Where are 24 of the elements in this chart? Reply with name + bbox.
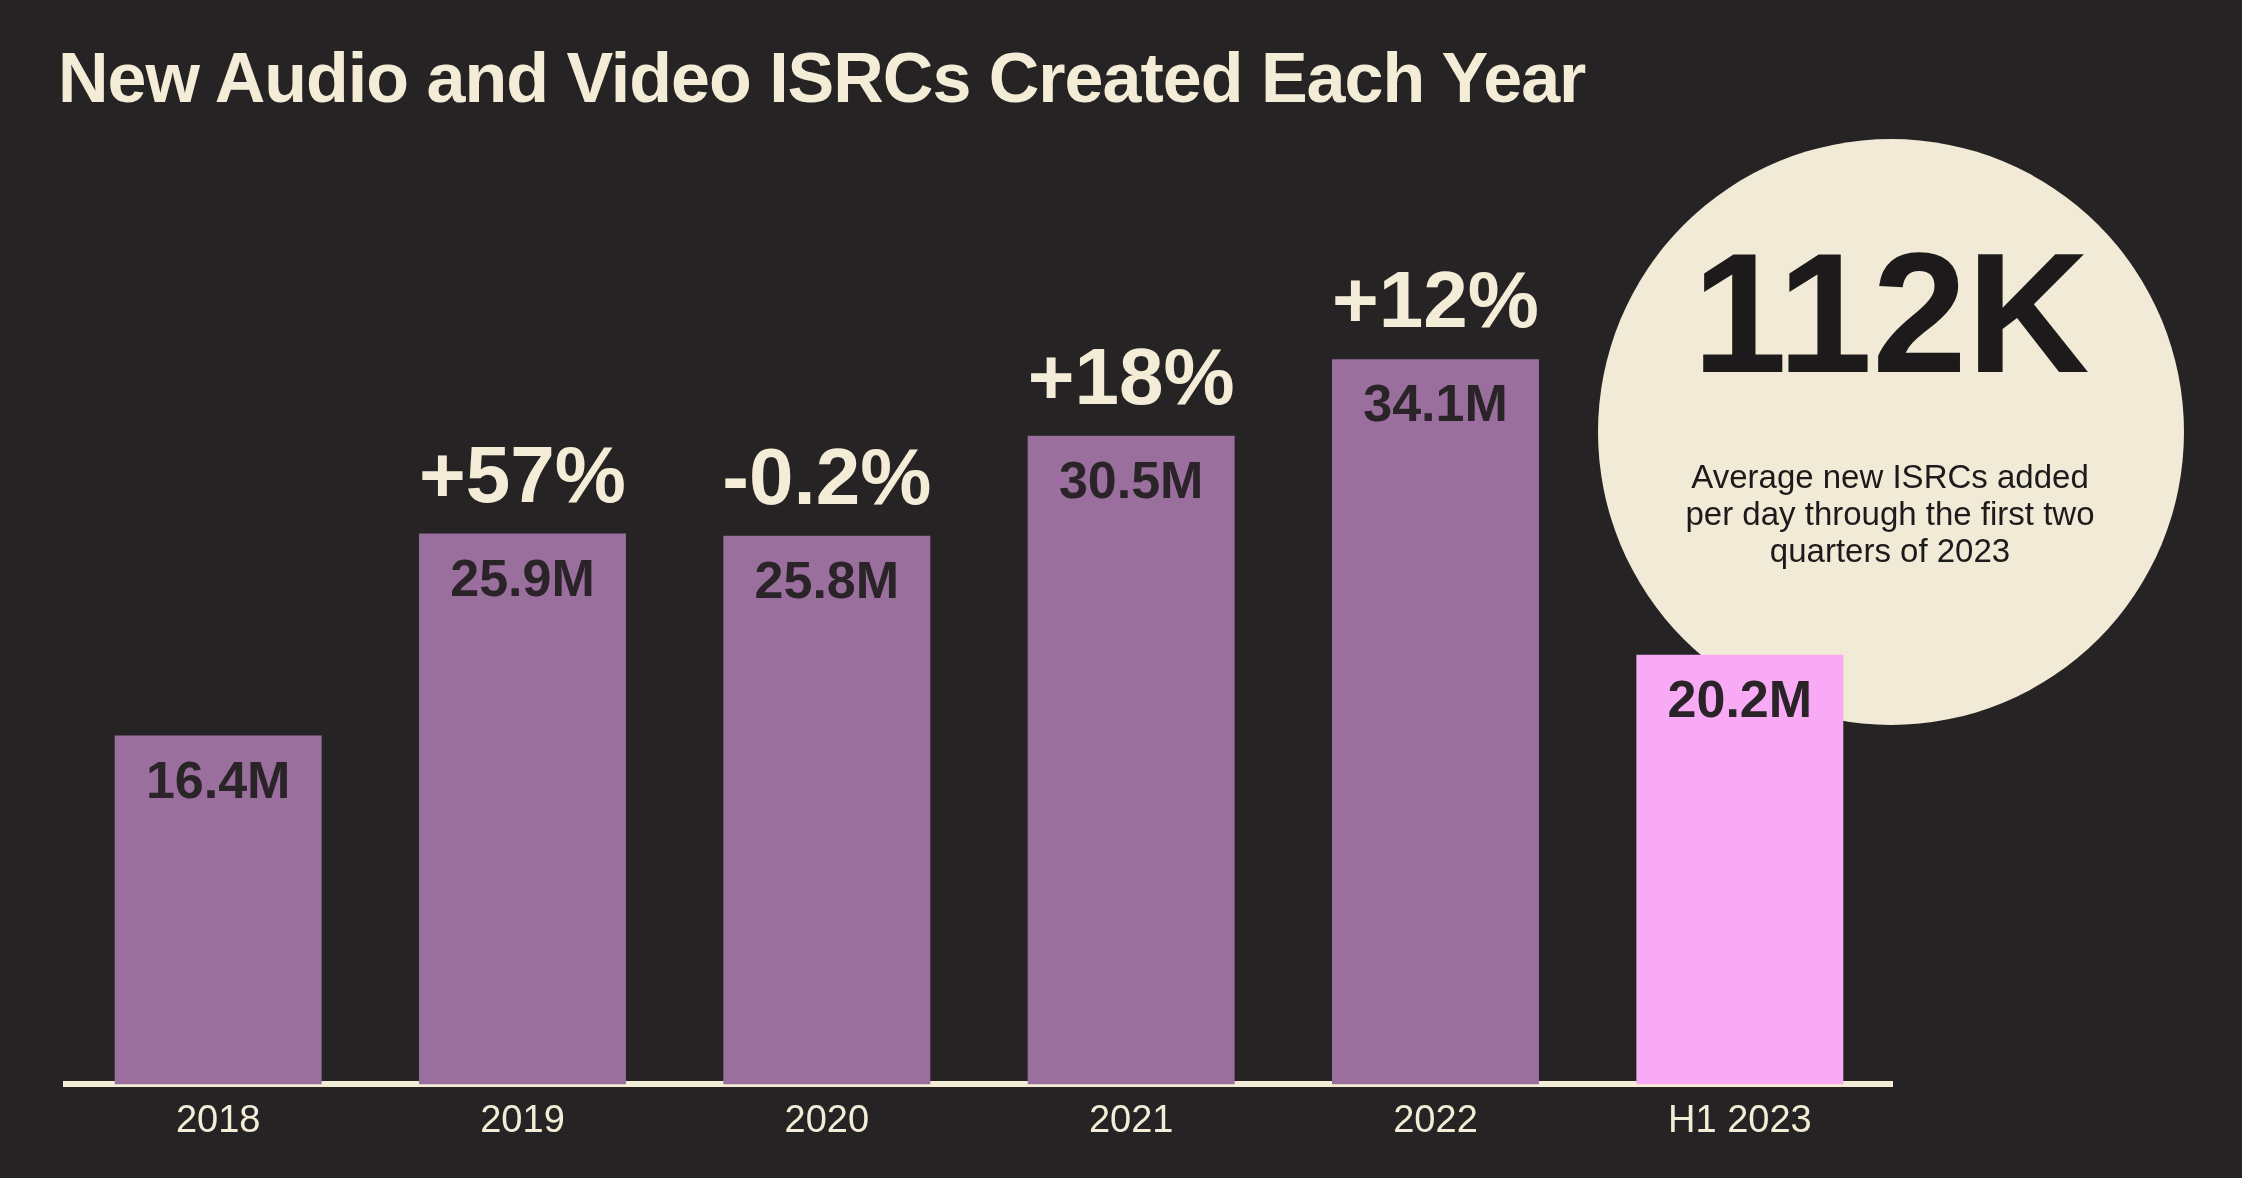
data-label: 34.1M <box>1363 374 1508 433</box>
bar <box>419 533 626 1085</box>
data-label: 25.8M <box>754 551 900 610</box>
x-tick-label: H1 2023 <box>1668 1097 1812 1140</box>
annotation: Average new ISRCs added per day through the first two quarters of 2023 <box>1684 458 2096 569</box>
bar <box>114 735 322 1085</box>
x-tick-label: 2020 <box>784 1097 870 1140</box>
chart-title: New Audio and Video ISRCs Created Each Year <box>58 38 1586 118</box>
annotation: 112K <box>1691 217 2091 410</box>
bar <box>1027 435 1235 1085</box>
data-label: 25.9M <box>450 548 595 607</box>
bar <box>1332 359 1539 1085</box>
data-label: 20.2M <box>1667 670 1813 729</box>
data-label: 16.4M <box>145 750 291 809</box>
x-tick-label: 2021 <box>1088 1097 1174 1140</box>
x-tick-label: 2019 <box>480 1097 565 1140</box>
bar <box>723 535 931 1085</box>
annotation: +12% <box>1332 255 1539 345</box>
annotation: -0.2% <box>722 431 932 521</box>
x-tick-label: 2018 <box>175 1097 261 1140</box>
annotation: +57% <box>419 429 626 519</box>
x-tick-label: 2022 <box>1393 1097 1478 1140</box>
data-label: 30.5M <box>1058 451 1204 510</box>
annotation: +18% <box>1027 331 1235 421</box>
